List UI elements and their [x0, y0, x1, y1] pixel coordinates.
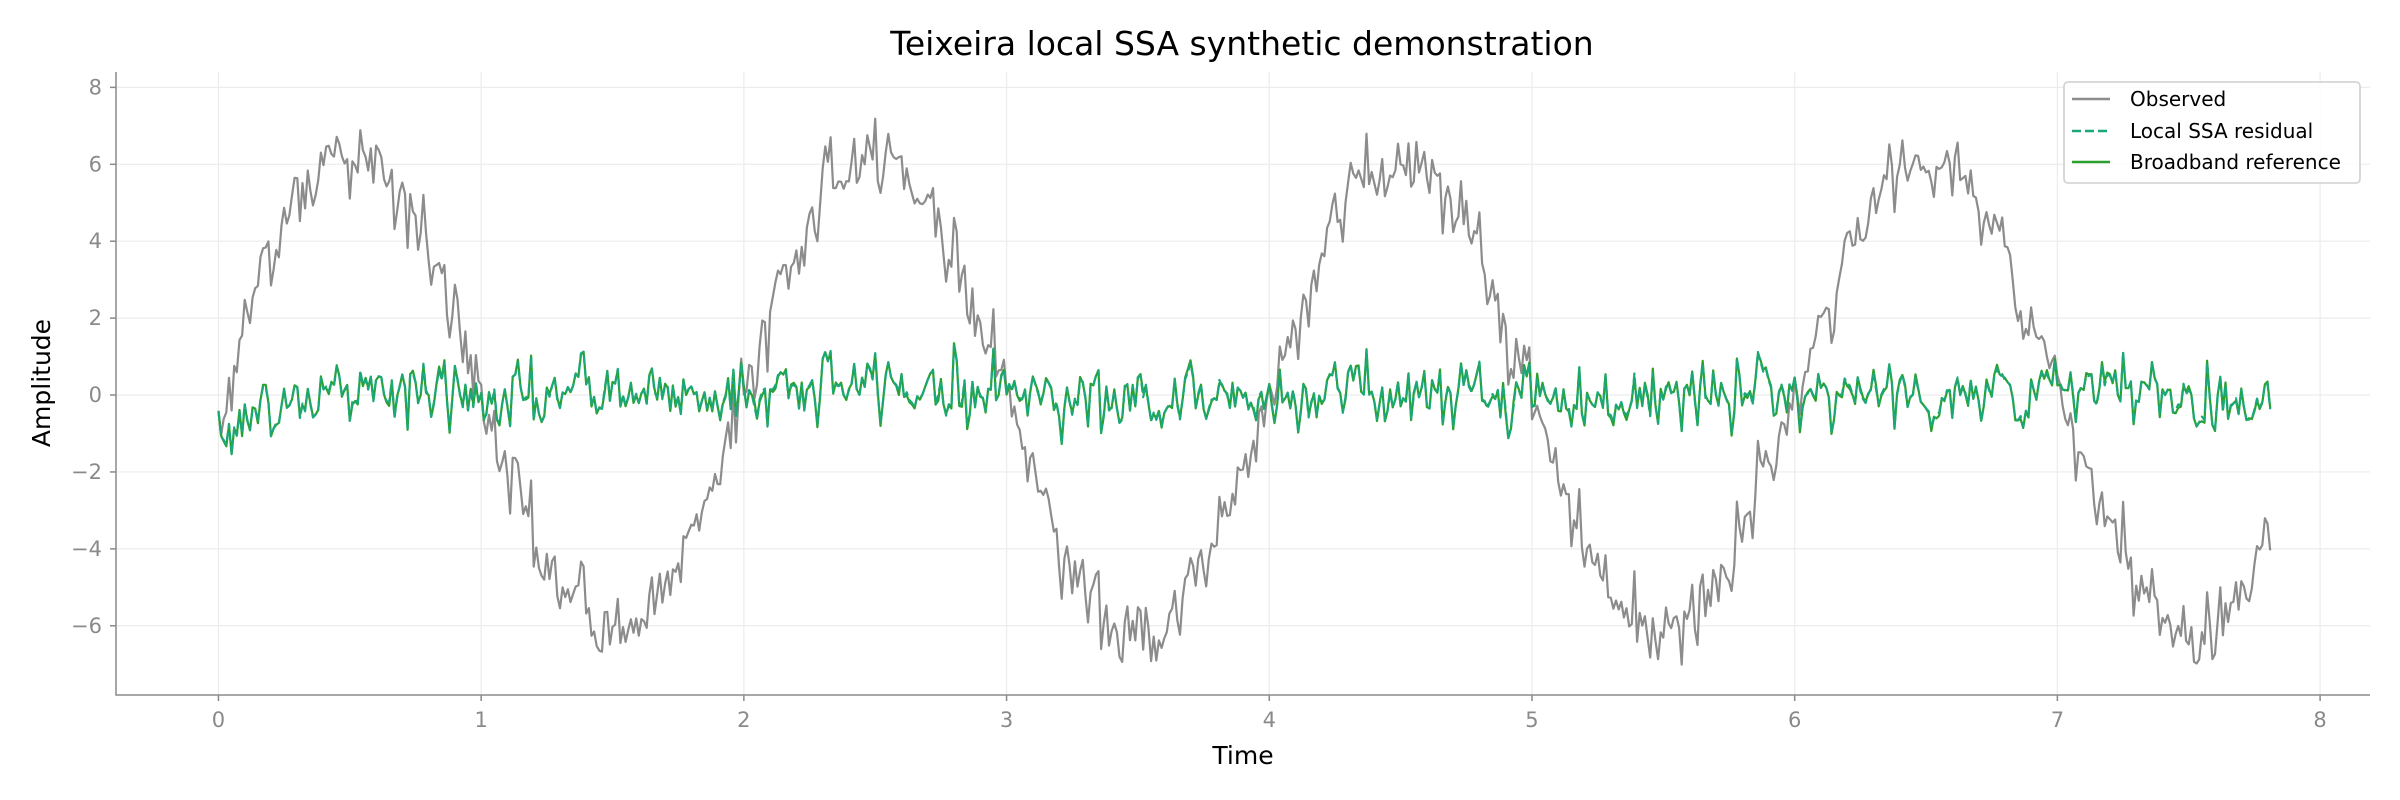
x-tick-label: 0 [212, 708, 225, 732]
x-tick-label: 8 [2313, 708, 2326, 732]
y-tick-label: −2 [71, 460, 102, 484]
legend-label-local-ssa-residual: Local SSA residual [2130, 119, 2313, 143]
y-tick-label: 8 [89, 75, 102, 99]
x-tick-label: 4 [1263, 708, 1276, 732]
series-line-observed [217, 117, 2272, 666]
x-tick-label: 7 [2051, 708, 2064, 732]
y-axis-label: Amplitude [27, 319, 56, 447]
x-tick-label: 1 [474, 708, 487, 732]
series-layer [217, 117, 2272, 666]
y-tick-label: −4 [71, 537, 102, 561]
legend-label-broadband-reference: Broadband reference [2130, 150, 2341, 174]
x-tick-label: 6 [1788, 708, 1801, 732]
y-tick-label: 4 [89, 229, 102, 253]
y-axis-ticks: −6 −4 −2 0 2 4 6 8 [71, 75, 116, 638]
x-axis-ticks: 0 1 2 3 4 5 6 7 8 [212, 695, 2327, 732]
axis-spines [115, 72, 2370, 696]
y-tick-label: −6 [71, 614, 102, 638]
x-tick-label: 5 [1525, 708, 1538, 732]
y-tick-label: 0 [89, 383, 102, 407]
x-axis-label: Time [1211, 741, 1273, 770]
legend-label-observed: Observed [2130, 87, 2226, 111]
y-tick-label: 2 [89, 306, 102, 330]
x-tick-label: 2 [737, 708, 750, 732]
y-tick-label: 6 [89, 152, 102, 176]
legend-box [2063, 81, 2361, 184]
x-tick-label: 3 [1000, 708, 1013, 732]
legend: Observed Local SSA residual Broadband re… [2063, 81, 2361, 184]
series-line-local-ssa-residual [217, 345, 2272, 456]
chart-title: Teixeira local SSA synthetic demonstrati… [889, 24, 1593, 63]
